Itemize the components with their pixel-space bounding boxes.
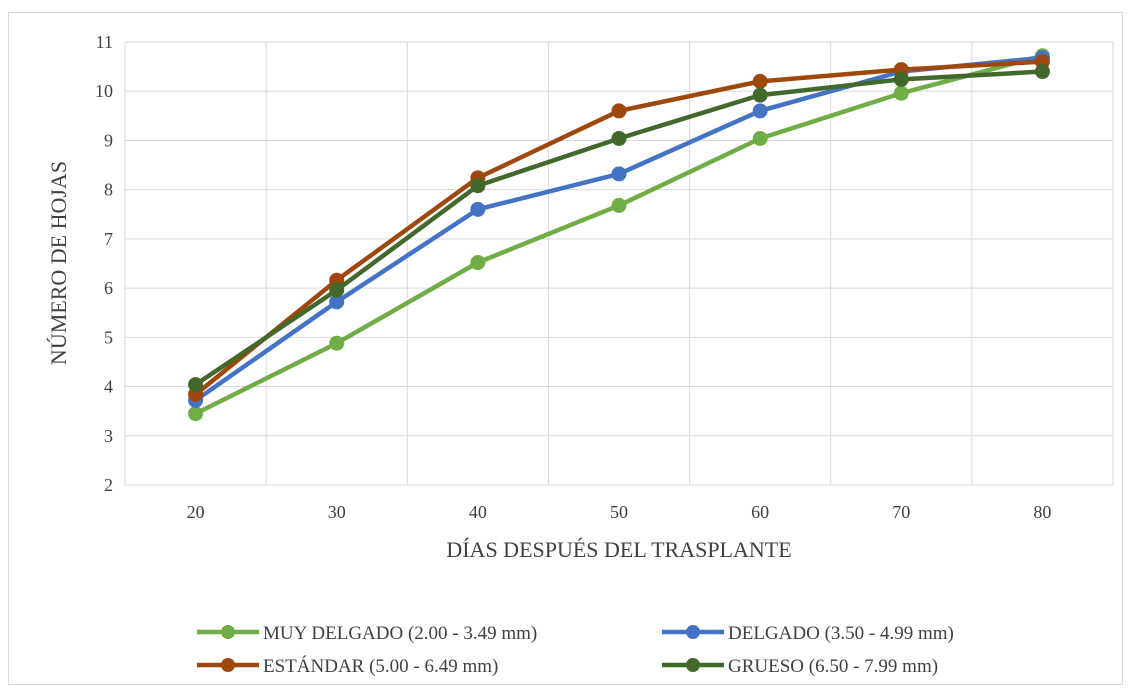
x-tick-label: 80 xyxy=(1033,502,1051,522)
y-tick-label: 4 xyxy=(104,377,113,397)
y-tick-label: 8 xyxy=(104,180,113,200)
y-tick-label: 11 xyxy=(96,32,113,52)
legend-item: DELGADO (3.50 - 4.99 mm) xyxy=(662,623,954,644)
x-tick-label: 50 xyxy=(610,502,628,522)
data-point xyxy=(188,406,204,422)
legend-label: MUY DELGADO (2.00 - 3.49 mm) xyxy=(263,623,537,644)
data-point xyxy=(470,255,486,271)
data-point xyxy=(329,282,345,298)
x-tick-label: 60 xyxy=(751,502,769,522)
data-point xyxy=(752,87,768,103)
legend-label: GRUESO (6.50 - 7.99 mm) xyxy=(728,656,938,677)
data-point xyxy=(893,71,909,87)
data-point xyxy=(188,377,204,393)
legend-item: GRUESO (6.50 - 7.99 mm) xyxy=(662,656,938,677)
series-lines xyxy=(188,48,1050,422)
data-point xyxy=(611,166,627,182)
legend-label: DELGADO (3.50 - 4.99 mm) xyxy=(728,623,954,644)
x-tick-label: 70 xyxy=(892,502,910,522)
y-tick-label: 6 xyxy=(104,278,113,298)
y-tick-label: 7 xyxy=(104,229,113,249)
series-4 xyxy=(188,64,1050,393)
legend-marker xyxy=(221,658,235,672)
data-point xyxy=(470,178,486,194)
legend-marker xyxy=(686,658,700,672)
x-tick-label: 40 xyxy=(469,502,487,522)
data-point xyxy=(752,130,768,146)
chart-border xyxy=(8,12,1123,685)
grid xyxy=(124,41,1114,486)
legend-item: MUY DELGADO (2.00 - 3.49 mm) xyxy=(197,623,537,644)
data-point xyxy=(329,335,345,351)
data-point xyxy=(1034,64,1050,80)
legend-label: ESTÁNDAR (5.00 - 6.49 mm) xyxy=(263,655,498,677)
y-tick-label: 3 xyxy=(104,426,113,446)
y-tick-label: 5 xyxy=(104,327,113,347)
data-point xyxy=(893,85,909,101)
y-axis-title: NÚMERO DE HOJAS xyxy=(46,161,71,365)
series-3 xyxy=(188,54,1050,402)
legend-marker xyxy=(686,625,700,639)
y-tick-label: 9 xyxy=(104,130,113,150)
x-axis-title: DÍAS DESPUÉS DEL TRASPLANTE xyxy=(446,537,791,562)
legend-marker xyxy=(221,625,235,639)
axis-ticks: 2 3 4 5 6 7 8 9 10 11 20 30 40 50 60 70 80 xyxy=(95,32,1051,522)
data-point xyxy=(752,73,768,89)
x-tick-label: 30 xyxy=(328,502,346,522)
y-tick-label: 2 xyxy=(104,475,113,495)
data-point xyxy=(611,197,627,213)
x-tick-label: 20 xyxy=(187,502,205,522)
y-tick-label: 10 xyxy=(95,81,113,101)
data-point xyxy=(611,130,627,146)
data-point xyxy=(752,103,768,119)
data-point xyxy=(611,103,627,119)
legend-item: ESTÁNDAR (5.00 - 6.49 mm) xyxy=(197,655,498,677)
data-point xyxy=(470,201,486,217)
legend: MUY DELGADO (2.00 - 3.49 mm) DELGADO (3.5… xyxy=(197,623,954,677)
